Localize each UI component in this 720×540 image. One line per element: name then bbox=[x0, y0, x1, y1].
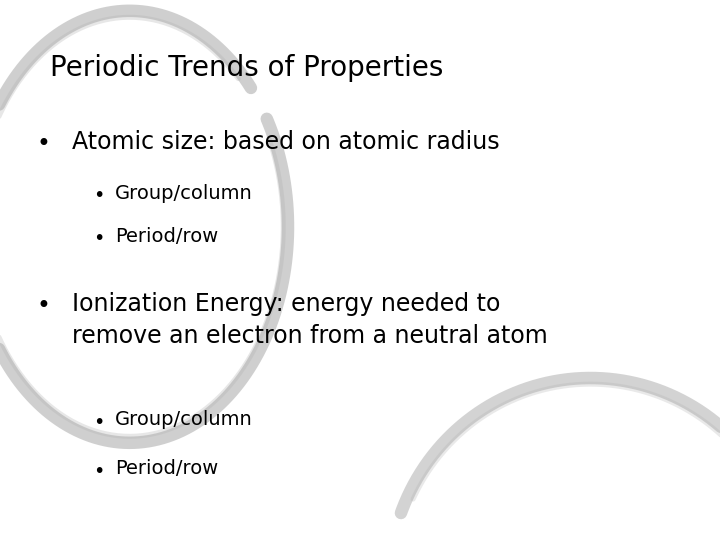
Text: •: • bbox=[36, 132, 50, 156]
Text: •: • bbox=[94, 230, 105, 248]
Text: Atomic size: based on atomic radius: Atomic size: based on atomic radius bbox=[72, 130, 500, 153]
Text: •: • bbox=[94, 413, 105, 432]
Text: Group/column: Group/column bbox=[115, 184, 253, 202]
Text: Periodic Trends of Properties: Periodic Trends of Properties bbox=[50, 54, 444, 82]
Text: Ionization Energy: energy needed to
remove an electron from a neutral atom: Ionization Energy: energy needed to remo… bbox=[72, 292, 548, 348]
Text: •: • bbox=[94, 186, 105, 205]
Text: •: • bbox=[94, 462, 105, 481]
Text: Period/row: Period/row bbox=[115, 459, 218, 478]
Text: Group/column: Group/column bbox=[115, 410, 253, 429]
Text: Period/row: Period/row bbox=[115, 227, 218, 246]
Text: •: • bbox=[36, 294, 50, 318]
